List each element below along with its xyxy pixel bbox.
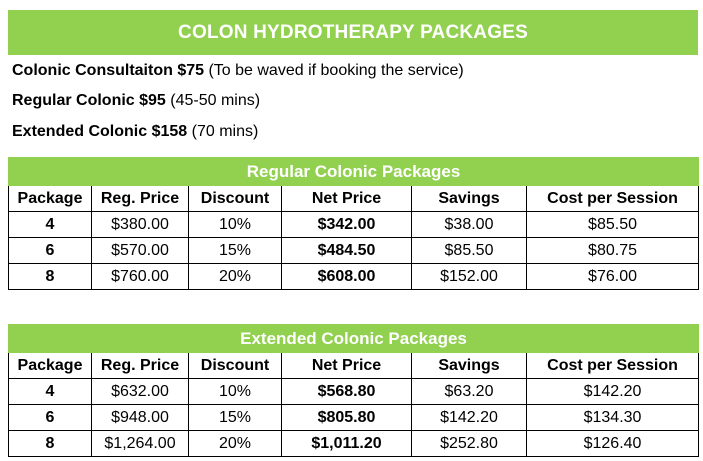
package-cell: 6 <box>8 404 92 431</box>
service-name: Regular Colonic $95 <box>12 92 166 109</box>
page-title: COLON HYDROTHERAPY PACKAGES <box>8 10 698 55</box>
column-header: Savings <box>411 185 527 212</box>
reg-price-cell: $1,264.00 <box>91 430 189 457</box>
net-price-cell: $568.80 <box>281 378 412 405</box>
net-price-cell: $608.00 <box>281 263 412 290</box>
package-cell: 8 <box>8 263 92 290</box>
extended-packages-table: Extended Colonic Packages Package Reg. P… <box>7 324 700 457</box>
net-price-cell: $1,011.20 <box>281 430 412 457</box>
net-price-cell: $342.00 <box>281 211 412 238</box>
savings-cell: $142.20 <box>411 404 527 431</box>
table-body: 4 $380.00 10% $342.00 $38.00 $85.50 6 $570.00 15… <box>8 211 700 290</box>
cost-per-session-cell: $142.20 <box>525 378 700 405</box>
package-cell: 8 <box>8 430 92 457</box>
column-header: Package <box>8 185 92 212</box>
service-consultation: Colonic Consultaiton $75 (To be waved if… <box>12 62 464 80</box>
discount-cell: 20% <box>188 263 282 290</box>
savings-cell: $152.00 <box>411 263 527 290</box>
service-name: Extended Colonic $158 <box>12 123 188 140</box>
service-note: (45-50 mins) <box>165 92 261 109</box>
service-extended-colonic: Extended Colonic $158 (70 mins) <box>12 123 258 141</box>
column-header: Net Price <box>281 352 412 379</box>
savings-cell: $252.80 <box>411 430 527 457</box>
column-header: Discount <box>188 352 282 379</box>
table-title: Regular Colonic Packages <box>7 157 700 186</box>
reg-price-cell: $948.00 <box>91 404 189 431</box>
service-note: (To be waved if booking the service) <box>204 62 464 79</box>
table-row: 6 $570.00 15% $484.50 $85.50 $80.75 <box>8 237 700 264</box>
column-header: Cost per Session <box>525 185 700 212</box>
package-cell: 6 <box>8 237 92 264</box>
discount-cell: 20% <box>188 430 282 457</box>
discount-cell: 15% <box>188 404 282 431</box>
reg-price-cell: $570.00 <box>91 237 189 264</box>
table-row: 4 $380.00 10% $342.00 $38.00 $85.50 <box>8 211 700 238</box>
column-header: Reg. Price <box>91 185 189 212</box>
column-header: Savings <box>411 352 527 379</box>
column-header: Reg. Price <box>91 352 189 379</box>
regular-packages-table: Regular Colonic Packages Package Reg. Pr… <box>7 157 700 290</box>
table-body: 4 $632.00 10% $568.80 $63.20 $142.20 6 $948.00 1… <box>8 378 700 457</box>
reg-price-cell: $632.00 <box>91 378 189 405</box>
reg-price-cell: $380.00 <box>91 211 189 238</box>
discount-cell: 10% <box>188 211 282 238</box>
table-row: 4 $632.00 10% $568.80 $63.20 $142.20 <box>8 378 700 405</box>
savings-cell: $63.20 <box>411 378 527 405</box>
cost-per-session-cell: $80.75 <box>525 237 700 264</box>
header-row: Package Reg. Price Discount Net Price Sa… <box>8 352 700 379</box>
table-title: Extended Colonic Packages <box>7 324 700 353</box>
table-row: 8 $1,264.00 20% $1,011.20 $252.80 $126.40 <box>8 430 700 457</box>
cost-per-session-cell: $85.50 <box>525 211 700 238</box>
table-row: 8 $760.00 20% $608.00 $152.00 $76.00 <box>8 263 700 290</box>
package-cell: 4 <box>8 378 92 405</box>
cost-per-session-cell: $76.00 <box>525 263 700 290</box>
service-note: (70 mins) <box>187 123 259 140</box>
savings-cell: $85.50 <box>411 237 527 264</box>
savings-cell: $38.00 <box>411 211 527 238</box>
header-row: Package Reg. Price Discount Net Price Sa… <box>8 185 700 212</box>
net-price-cell: $805.80 <box>281 404 412 431</box>
package-cell: 4 <box>8 211 92 238</box>
cost-per-session-cell: $126.40 <box>525 430 700 457</box>
column-header: Cost per Session <box>525 352 700 379</box>
discount-cell: 10% <box>188 378 282 405</box>
discount-cell: 15% <box>188 237 282 264</box>
service-name: Colonic Consultaiton $75 <box>12 62 205 79</box>
column-header: Discount <box>188 185 282 212</box>
service-regular-colonic: Regular Colonic $95 (45-50 mins) <box>12 92 260 110</box>
column-header: Package <box>8 352 92 379</box>
cost-per-session-cell: $134.30 <box>525 404 700 431</box>
net-price-cell: $484.50 <box>281 237 412 264</box>
table-row: 6 $948.00 15% $805.80 $142.20 $134.30 <box>8 404 700 431</box>
reg-price-cell: $760.00 <box>91 263 189 290</box>
column-header: Net Price <box>281 185 412 212</box>
